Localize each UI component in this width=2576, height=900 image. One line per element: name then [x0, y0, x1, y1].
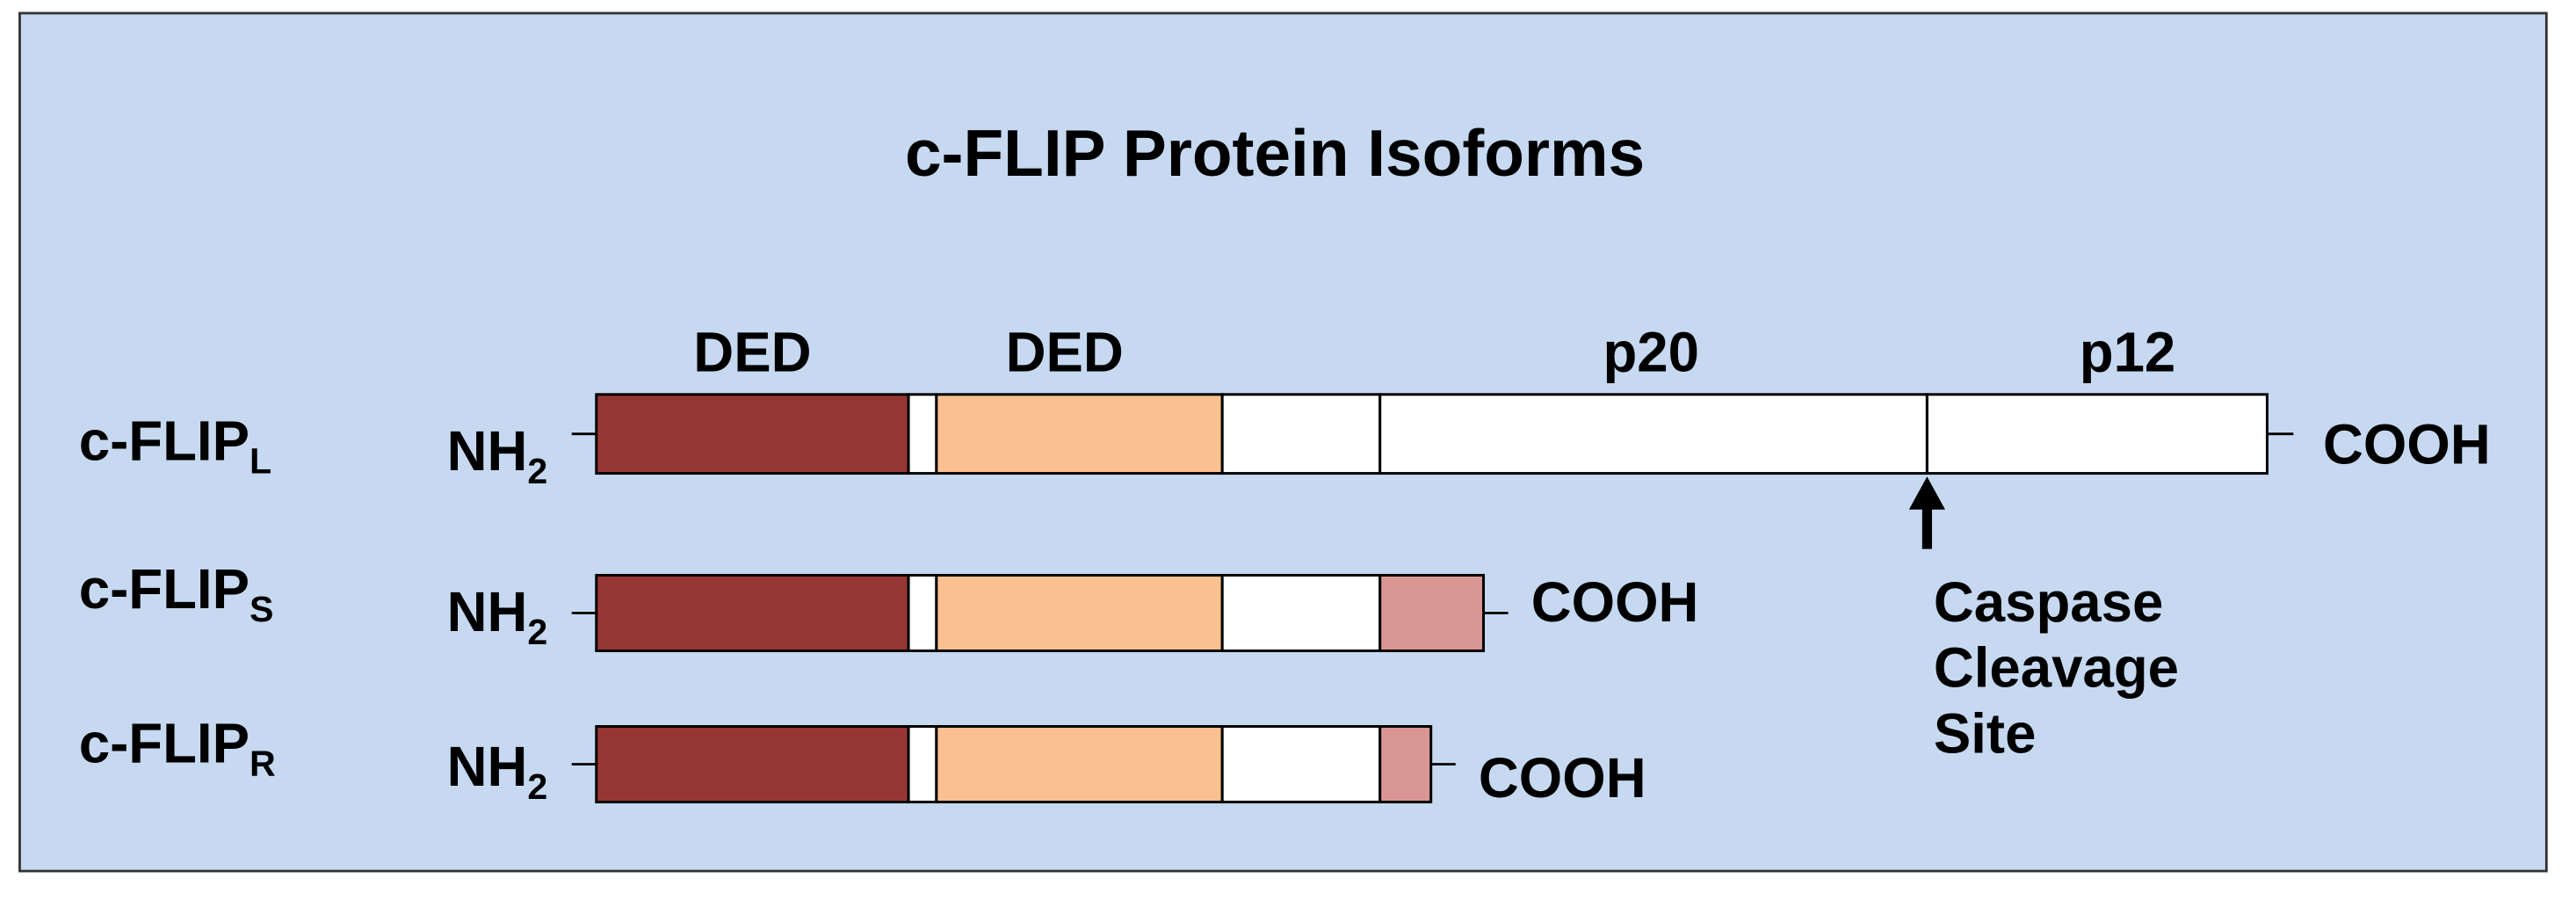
p20	[1378, 393, 1928, 475]
arrow-head	[1908, 476, 1945, 510]
title: c-FLIP Protein Isoforms	[905, 116, 1645, 190]
cleavage-label: Cleavage	[1934, 637, 2179, 700]
ded-1	[595, 573, 910, 652]
n-terminus: NH2	[447, 581, 548, 652]
segment	[1220, 573, 1382, 652]
domain-label: p12	[2080, 322, 2176, 384]
isoform-label: c-FLIPL	[79, 410, 271, 482]
unique-tail	[1378, 725, 1433, 804]
cleavage-label: Caspase	[1934, 571, 2163, 634]
linker	[907, 573, 938, 652]
domain-label: DED	[693, 322, 811, 384]
unique-tail	[1378, 573, 1486, 652]
domain-label: p20	[1603, 322, 1699, 384]
ded-2	[935, 573, 1224, 652]
linker	[907, 725, 938, 804]
domain-label: DED	[1006, 322, 1124, 384]
isoform-row: c-FLIPR NH2 COOH	[79, 713, 1646, 809]
ded-1	[595, 725, 910, 804]
isoform-label: c-FLIPS	[79, 558, 274, 629]
isoform-label: c-FLIPR	[79, 713, 276, 784]
domain-labels: DED DED p20 p12	[693, 322, 2175, 384]
p12	[1925, 393, 2268, 475]
n-terminus: NH2	[447, 736, 548, 807]
ded-2	[935, 393, 1224, 475]
isoform-row: c-FLIPS NH2 COOH	[79, 558, 1699, 652]
segment	[1220, 725, 1382, 804]
isoform-row: c-FLIPL NH2 COOH	[79, 393, 2491, 491]
ded-1	[595, 393, 910, 475]
linker	[907, 393, 938, 475]
cleavage-label: Site	[1934, 702, 2037, 765]
c-terminus: COOH	[1531, 571, 1699, 634]
c-terminus: COOH	[1479, 747, 1646, 809]
cleavage-arrow	[1908, 476, 1945, 549]
n-terminus: NH2	[447, 420, 548, 491]
segment	[1220, 393, 1382, 475]
c-terminus: COOH	[2323, 413, 2491, 475]
ded-2	[935, 725, 1224, 804]
